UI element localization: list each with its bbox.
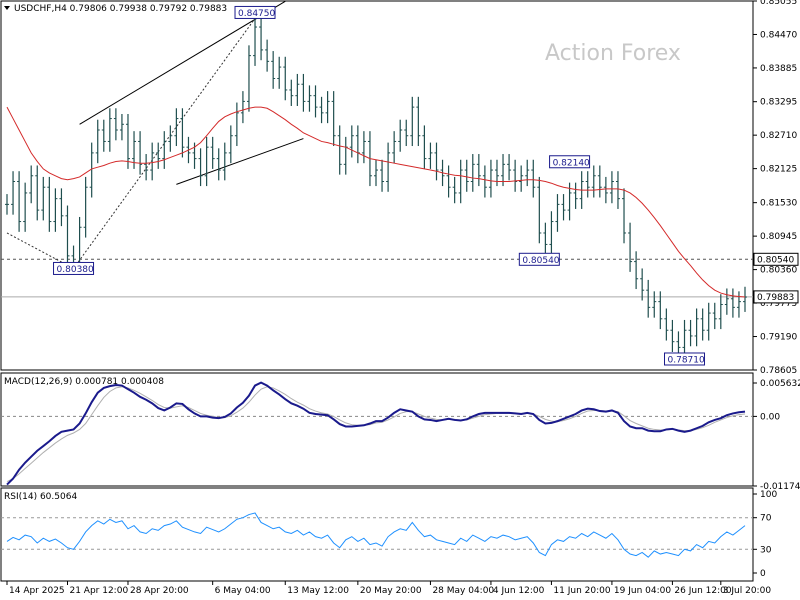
- price-annotation-label: 0.82140: [553, 158, 590, 168]
- channel-line: [79, 0, 286, 125]
- price-annotation-label: 0.80380: [57, 265, 94, 275]
- price-ytick-label: 0.79775: [760, 299, 797, 309]
- dotted-trendline: [6, 232, 74, 269]
- price-ytick-label: 0.78605: [760, 366, 797, 376]
- xtick-label: 6 May 04:00: [215, 586, 271, 596]
- price-ytick-label: 0.82125: [760, 165, 797, 175]
- macd-main-line: [6, 381, 746, 486]
- price-ytick-label: 0.80945: [760, 232, 797, 242]
- rsi-line: [6, 512, 746, 558]
- price-annotation-label: 0.80540: [522, 256, 559, 266]
- xtick-label: 28 May 04:00: [432, 586, 494, 596]
- channel-line: [176, 138, 304, 185]
- xtick-label: 21 Apr 12:00: [69, 586, 128, 596]
- xtick-label: 20 May 20:00: [360, 586, 422, 596]
- rsi-ytick-label: 70: [760, 514, 772, 524]
- price-ytick-label: 0.84470: [760, 30, 797, 40]
- hline-label: 0.80540: [757, 255, 794, 265]
- moving-average-line: [6, 106, 746, 298]
- xtick-label: 11 Jun 20:00: [553, 586, 610, 596]
- price-annotation-box: [234, 5, 276, 19]
- price-ytick-label: 0.79190: [760, 333, 797, 343]
- price-annotation-box: [518, 252, 560, 266]
- price-panel-frame: [0, 0, 754, 371]
- xtick-label: 4 Jun 12:00: [493, 586, 545, 596]
- price-annotation-box: [549, 155, 591, 169]
- symbol-ohlc-header: USDCHF,H4 0.79806 0.79938 0.79792 0.7988…: [14, 4, 227, 14]
- rsi-title: RSI(14) 60.5064: [4, 492, 77, 502]
- price-ytick-label: 0.81530: [760, 199, 797, 209]
- hline-label-box: [753, 252, 799, 266]
- macd-panel-frame: [0, 372, 754, 487]
- price-annotation-label: 0.78710: [668, 355, 705, 365]
- xtick-label: 26 Jun 12:00: [674, 586, 731, 596]
- rsi-ytick-label: 30: [760, 545, 772, 555]
- xtick-label: 3 Jul 20:00: [723, 586, 772, 596]
- xtick-label: 13 May 12:00: [287, 586, 349, 596]
- xtick-label: 19 Jun 04:00: [614, 586, 671, 596]
- price-ytick-label: 0.83885: [760, 64, 797, 74]
- dropdown-triangle-icon: [4, 6, 10, 10]
- xtick-label: 28 Apr 20:00: [130, 586, 189, 596]
- macd-ytick-label: 0.00: [760, 412, 780, 422]
- price-ytick-label: 0.83295: [760, 98, 797, 108]
- macd-title: MACD(12,26,9) 0.000781 0.000408: [4, 377, 164, 387]
- rsi-panel-frame: [0, 487, 754, 582]
- macd-signal-line: [6, 386, 746, 483]
- xtick-label: 14 Apr 2025: [9, 586, 65, 596]
- hline-label: 0.79883: [757, 293, 794, 303]
- rsi-ytick-label: 100: [760, 490, 777, 500]
- price-ytick-label: 0.80360: [760, 266, 797, 276]
- price-ytick-label: 0.82710: [760, 131, 797, 141]
- price-annotation-label: 0.84750: [238, 9, 275, 19]
- macd-ytick-label: 0.005632: [760, 379, 800, 389]
- price-ytick-label: 0.85055: [760, 0, 797, 7]
- watermark-text: Action Forex: [545, 41, 681, 66]
- price-annotation-box: [53, 261, 95, 275]
- rsi-ytick-label: 0: [760, 569, 766, 579]
- price-annotation-box: [664, 352, 706, 366]
- dotted-trendline: [73, 18, 256, 269]
- macd-ytick-label: -0.011742: [760, 482, 800, 492]
- hline-label-box: [753, 290, 799, 304]
